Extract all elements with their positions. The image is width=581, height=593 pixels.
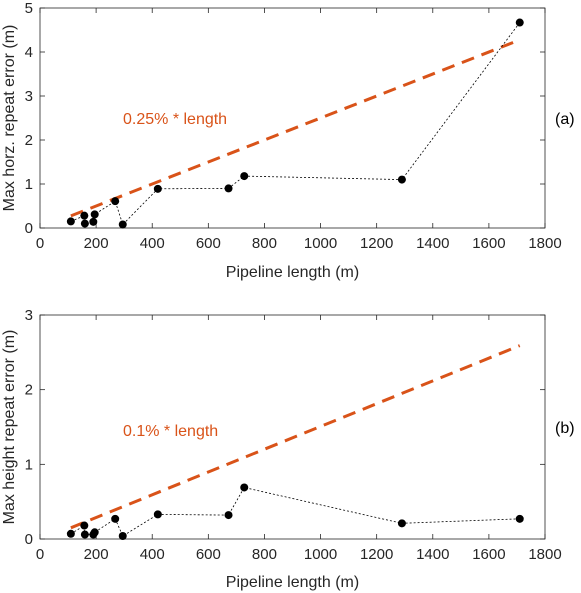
data-point (111, 197, 120, 206)
data-point (66, 217, 75, 226)
y-tick-label: 3 (25, 307, 33, 324)
data-point (89, 217, 98, 226)
data-point (80, 219, 89, 228)
x-tick-label: 400 (140, 546, 165, 563)
axes-box (39, 314, 546, 540)
panel-label: (a) (555, 111, 575, 128)
data-point (118, 220, 127, 229)
x-tick-label: 1200 (360, 546, 393, 563)
x-tick-label: 1000 (304, 546, 337, 563)
data-point (397, 175, 406, 184)
data-point (515, 514, 524, 523)
x-axis-label: Pipeline length (m) (226, 264, 359, 281)
data-point (118, 532, 127, 541)
y-tick-label: 3 (25, 88, 33, 105)
y-tick-label: 1 (25, 456, 33, 473)
x-tick-label: 600 (196, 235, 221, 252)
x-tick-label: 1600 (472, 546, 505, 563)
chart-panel-b: 0 200 400 600 800 1000 1200 1400 1600 1800 0 1 2 3 Pip… (1, 307, 575, 591)
x-tick-label: 200 (84, 546, 109, 563)
data-point (90, 210, 99, 219)
data-point (515, 18, 524, 27)
x-tick-label: 800 (252, 546, 277, 563)
trend-annotation: 0.1% * length (123, 423, 218, 440)
x-axis-label: Pipeline length (m) (226, 574, 359, 591)
x-tick-label: 1800 (528, 235, 561, 252)
y-tick-label: 2 (25, 382, 33, 399)
x-tick-label: 1800 (528, 546, 561, 563)
x-tick-label: 1400 (416, 235, 449, 252)
x-tick-label: 0 (36, 235, 44, 252)
data-point (90, 528, 99, 537)
y-tick-label: 5 (25, 0, 33, 17)
x-tick-label: 800 (252, 235, 277, 252)
data-point (153, 184, 162, 193)
x-tick-label: 200 (84, 235, 109, 252)
y-axis-label: Max height repeat error (m) (1, 330, 18, 525)
y-tick-label: 0 (25, 531, 33, 548)
panel-label: (b) (555, 420, 575, 437)
data-point (153, 510, 162, 519)
data-point (80, 521, 89, 530)
y-tick-label: 1 (25, 176, 33, 193)
data-point (240, 483, 249, 492)
chart-panel-a: 0 200 400 600 800 1000 1200 1400 1600 1800 0 1 2 3 4 5 P… (1, 0, 575, 281)
y-tick-label: 0 (25, 220, 33, 237)
data-point (80, 530, 89, 539)
axes-box (39, 7, 546, 229)
x-tick-label: 400 (140, 235, 165, 252)
x-tick-label: 1000 (304, 235, 337, 252)
data-point (397, 519, 406, 528)
y-axis-label: Max horz. repeat error (m) (1, 25, 18, 212)
x-tick-label: 1200 (360, 235, 393, 252)
trend-annotation: 0.25% * length (123, 111, 227, 128)
trend-line (70, 344, 521, 530)
data-point (224, 511, 233, 520)
data-series-line (70, 487, 520, 537)
data-point (66, 529, 75, 538)
data-point (224, 184, 233, 193)
x-tick-label: 1600 (472, 235, 505, 252)
data-point (111, 514, 120, 523)
x-tick-label: 600 (196, 546, 221, 563)
x-tick-label: 0 (36, 546, 44, 563)
trend-line (70, 38, 521, 218)
data-point (240, 172, 249, 181)
x-tick-label: 1400 (416, 546, 449, 563)
y-tick-label: 4 (25, 44, 33, 61)
data-point (80, 211, 89, 220)
y-tick-label: 2 (25, 132, 33, 149)
